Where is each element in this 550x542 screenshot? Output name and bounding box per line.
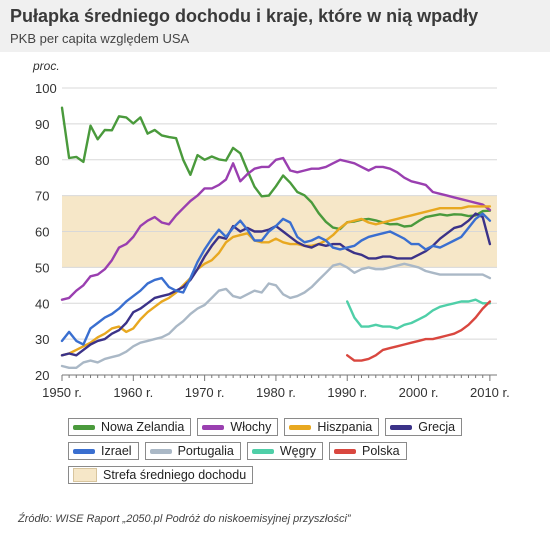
- x-tick-label: 1980 r.: [256, 385, 296, 400]
- x-tick-label: 2000 r.: [399, 385, 439, 400]
- legend-swatch: [73, 424, 95, 430]
- y-tick-label: 30: [35, 332, 49, 347]
- chart-legend: Nowa Zelandia Włochy Hiszpania Grecja Izrae…: [68, 418, 468, 490]
- chart-subtitle: PKB per capita względem USA: [10, 31, 190, 46]
- legend-label: Hiszpania: [317, 420, 373, 434]
- legend-item: Strefa średniego dochodu: [68, 466, 254, 484]
- legend-swatch: [202, 424, 225, 430]
- legend-swatch: [289, 424, 312, 430]
- legend-item: Izrael: [68, 442, 139, 460]
- legend-item: Portugalia: [144, 442, 241, 460]
- series-line-włochy: [60, 156, 492, 301]
- series-line-izrael: [60, 212, 492, 346]
- legend-swatch: [251, 448, 274, 454]
- header-bar: Pułapka średniego dochodu i kraje, które…: [0, 0, 550, 52]
- series-line-nowa-zelandia: [60, 106, 492, 231]
- x-tick-label: 1970 r.: [185, 385, 225, 400]
- legend-label: Węgry: [279, 444, 316, 458]
- source-note: Źródło: WISE Raport „2050.pl Podróż do n…: [18, 513, 351, 525]
- series-line-portugalia: [60, 262, 492, 369]
- legend-item: Hiszpania: [284, 418, 380, 436]
- y-tick-label: 80: [35, 153, 49, 168]
- y-tick-label: 100: [35, 81, 57, 96]
- series-line-polska: [346, 300, 492, 362]
- y-tick-label: 20: [35, 368, 49, 383]
- y-tick-label: 60: [35, 225, 49, 240]
- x-tick-label: 2010 r.: [470, 385, 510, 400]
- x-tick-label: 1950 r.: [42, 385, 82, 400]
- legend-swatch: [73, 468, 97, 482]
- legend-item: Węgry: [246, 442, 323, 460]
- legend-row: Izrael Portugalia Węgry Polska: [68, 442, 468, 460]
- legend-label: Strefa średniego dochodu: [103, 468, 247, 482]
- y-tick-label: 90: [35, 117, 49, 132]
- legend-row: Nowa Zelandia Włochy Hiszpania Grecja: [68, 418, 468, 436]
- legend-swatch: [149, 448, 172, 454]
- legend-row: Strefa średniego dochodu: [68, 466, 468, 484]
- y-axis-label: proc.: [32, 59, 60, 73]
- legend-swatch: [334, 448, 356, 454]
- legend-item: Nowa Zelandia: [68, 418, 192, 436]
- legend-label: Włochy: [230, 420, 272, 434]
- series-line-węgry: [346, 298, 492, 330]
- legend-label: Grecja: [418, 420, 456, 434]
- legend-item: Grecja: [385, 418, 463, 436]
- legend-label: Izrael: [101, 444, 132, 458]
- legend-item: Włochy: [197, 418, 279, 436]
- series-line-hiszpania: [60, 205, 492, 357]
- line-chart: 20 30 40 50 60 70 80 90 100 proc. 1950 r. 1960 r. 19…: [32, 59, 510, 400]
- y-tick-label: 40: [35, 296, 49, 311]
- y-tick-label: 50: [35, 260, 49, 275]
- legend-swatch: [390, 424, 413, 430]
- legend-item: Polska: [329, 442, 407, 460]
- x-tick-label: 1960 r.: [113, 385, 153, 400]
- legend-label: Portugalia: [177, 444, 234, 458]
- legend-label: Polska: [362, 444, 400, 458]
- legend-swatch: [73, 448, 95, 454]
- chart-title: Pułapka średniego dochodu i kraje, które…: [10, 6, 479, 26]
- legend-label: Nowa Zelandia: [101, 420, 185, 434]
- y-tick-label: 70: [35, 189, 49, 204]
- x-tick-label: 1990 r.: [327, 385, 367, 400]
